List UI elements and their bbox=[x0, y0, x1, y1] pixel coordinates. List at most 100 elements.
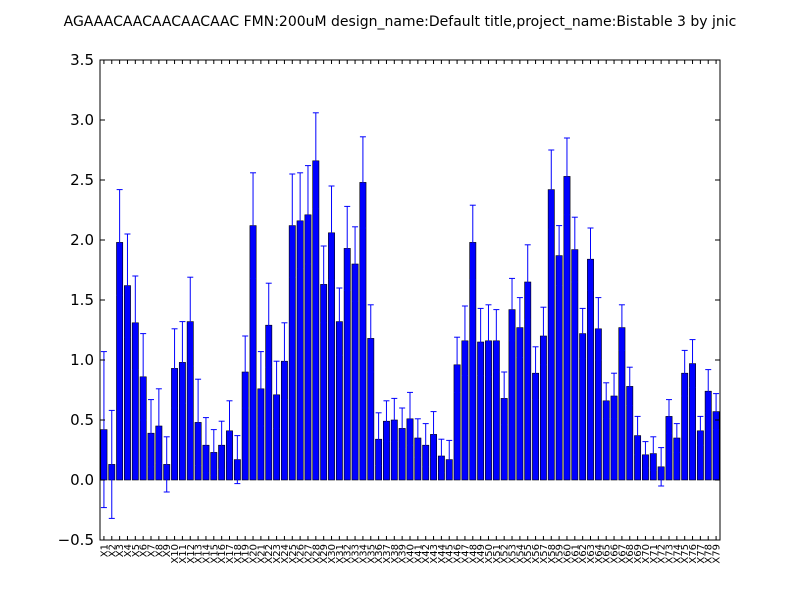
x-tick-label: X68 bbox=[625, 544, 636, 564]
error-bar bbox=[367, 304, 374, 373]
x-tick-label: X66 bbox=[610, 544, 621, 564]
bar bbox=[555, 255, 563, 481]
x-tick-label: X78 bbox=[704, 544, 715, 564]
error-bar bbox=[226, 400, 233, 462]
error-bars-layer bbox=[100, 112, 720, 519]
x-tick-label: X33 bbox=[351, 544, 362, 564]
y-tick-label: 3.0 bbox=[70, 111, 94, 129]
error-bar bbox=[673, 423, 680, 453]
x-tick-label: X70 bbox=[641, 544, 652, 564]
error-bar bbox=[446, 439, 453, 480]
error-bar bbox=[108, 409, 115, 519]
error-bar bbox=[140, 333, 147, 421]
error-bar bbox=[336, 287, 343, 356]
y-tick-label: 3.5 bbox=[70, 51, 94, 69]
error-bar bbox=[414, 418, 421, 458]
error-bar bbox=[422, 423, 429, 468]
error-bar bbox=[579, 307, 586, 360]
error-bar bbox=[524, 244, 531, 320]
error-bar bbox=[501, 371, 508, 426]
error-bar bbox=[328, 185, 335, 281]
x-tick-label: X43 bbox=[429, 544, 440, 564]
x-tick-label: X26 bbox=[296, 544, 307, 564]
x-tick-label: X69 bbox=[633, 544, 644, 564]
error-bar bbox=[532, 346, 539, 401]
x-tick-label: X17 bbox=[225, 544, 236, 564]
x-tick-label: X75 bbox=[680, 544, 691, 564]
error-bar bbox=[171, 328, 178, 409]
error-bar bbox=[595, 297, 602, 361]
x-tick-label: X19 bbox=[241, 544, 252, 564]
x-tick-label: X28 bbox=[311, 544, 322, 564]
bar bbox=[547, 189, 555, 481]
x-tick-label: X57 bbox=[539, 544, 550, 564]
x-tick-label: X55 bbox=[523, 544, 534, 564]
x-tick-label: X24 bbox=[280, 544, 291, 564]
y-tick-label: −0.5 bbox=[58, 531, 94, 549]
error-bar bbox=[320, 245, 327, 324]
x-tick-label: X53 bbox=[508, 544, 519, 564]
y-tick-label: 1.5 bbox=[70, 291, 94, 309]
error-bar bbox=[697, 415, 704, 446]
y-tick-label: 2.5 bbox=[70, 171, 94, 189]
error-bar bbox=[587, 227, 594, 291]
x-tick-label: X45 bbox=[445, 544, 456, 564]
x-tick-label: X79 bbox=[712, 544, 723, 564]
error-bar bbox=[665, 399, 672, 434]
x-tick-label: X6 bbox=[139, 544, 150, 557]
error-bar bbox=[289, 173, 296, 278]
error-bar bbox=[658, 447, 665, 487]
x-tick-label: X71 bbox=[649, 544, 660, 564]
x-tick-label: X73 bbox=[664, 544, 675, 564]
x-tick-label: X15 bbox=[209, 544, 220, 564]
error-bar bbox=[100, 351, 107, 509]
x-tick-label: X41 bbox=[413, 544, 424, 564]
error-bar bbox=[187, 276, 194, 367]
x-tick-label: X21 bbox=[256, 544, 267, 564]
error-bar bbox=[273, 360, 280, 429]
error-bar bbox=[540, 306, 547, 366]
chart-title: AGAAACAACAACAACAAC FMN:200uM design_name… bbox=[64, 14, 737, 30]
x-tick-label: X63 bbox=[586, 544, 597, 564]
x-tick-label: X3 bbox=[115, 544, 126, 557]
error-bar bbox=[650, 436, 657, 471]
x-tick-label: X51 bbox=[492, 544, 503, 564]
x-tick-label: X13 bbox=[194, 544, 205, 564]
x-tick-label: X67 bbox=[617, 544, 628, 564]
error-bar bbox=[281, 322, 288, 401]
error-bar bbox=[210, 429, 217, 476]
x-tick-label: X22 bbox=[264, 544, 275, 564]
error-bar bbox=[383, 400, 390, 443]
error-bar bbox=[234, 435, 241, 485]
error-bar bbox=[407, 391, 413, 446]
error-bar bbox=[163, 436, 170, 493]
x-tick-label: X2 bbox=[107, 544, 118, 557]
error-bar bbox=[257, 351, 264, 427]
error-bar bbox=[509, 277, 516, 342]
x-tick-label: X44 bbox=[437, 544, 448, 564]
bar bbox=[571, 249, 579, 481]
x-tick-label: X14 bbox=[201, 544, 212, 564]
error-bar bbox=[352, 226, 359, 302]
error-bar bbox=[359, 136, 366, 229]
x-tick-label: X50 bbox=[484, 544, 495, 564]
x-tick-label: X27 bbox=[303, 544, 314, 564]
x-tick-label: X46 bbox=[453, 544, 464, 564]
x-tick-label: X29 bbox=[319, 544, 330, 564]
x-tick-label: X18 bbox=[233, 544, 244, 564]
error-bar bbox=[571, 216, 578, 283]
x-tick-label: X35 bbox=[366, 544, 377, 564]
x-tick-label: X40 bbox=[406, 544, 417, 564]
y-tick-label: 1.0 bbox=[70, 351, 94, 369]
x-tick-label: X32 bbox=[343, 544, 354, 564]
error-bar bbox=[250, 172, 257, 279]
error-bar bbox=[563, 137, 570, 216]
x-tick-label: X72 bbox=[657, 544, 668, 564]
error-bar bbox=[634, 415, 641, 456]
y-tick-label: 0.0 bbox=[70, 471, 94, 489]
error-bar bbox=[485, 304, 492, 378]
x-tick-label: X37 bbox=[382, 544, 393, 564]
error-bar bbox=[265, 282, 272, 368]
x-tick-label: X20 bbox=[249, 544, 260, 564]
x-axis: X1X2X3X4X5X6X7X8X9X10X11X12X13X14X15X16X… bbox=[99, 60, 723, 564]
